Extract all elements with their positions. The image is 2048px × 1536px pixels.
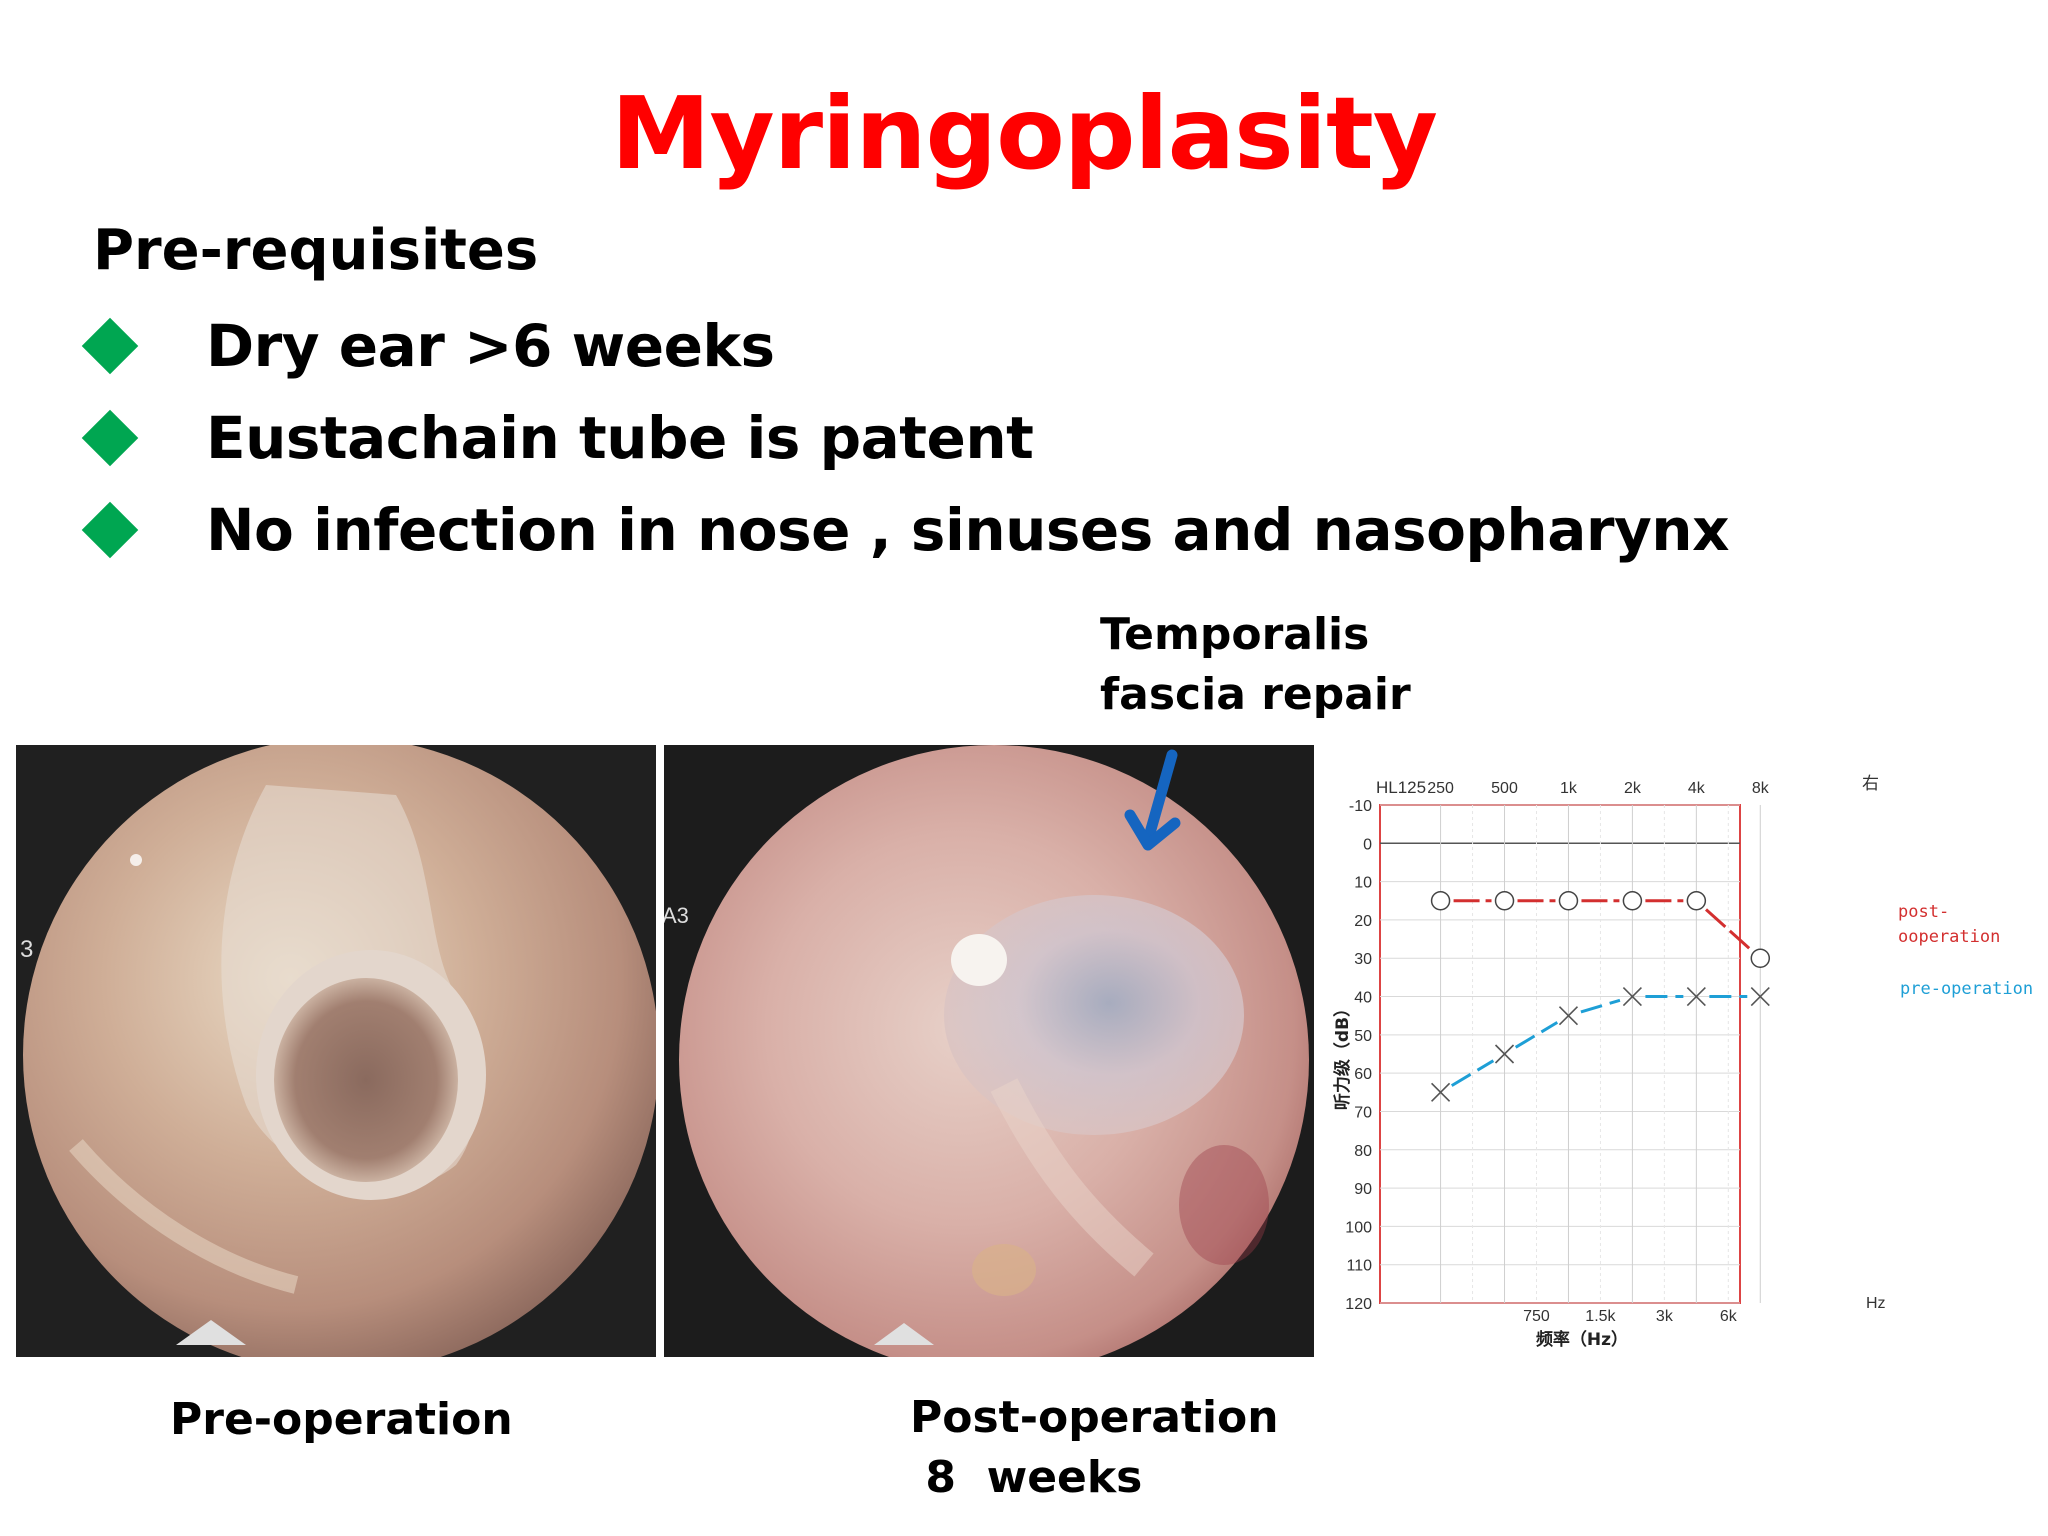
right-ear-label: 右 bbox=[1862, 774, 1879, 794]
slide-title: Myringoplasity bbox=[611, 75, 1438, 192]
legend-post-operation-line-2: ooperation bbox=[1898, 927, 2000, 947]
data-point-circle bbox=[1494, 891, 1515, 911]
legend-post-operation: post- bbox=[1898, 902, 1949, 922]
y-tick-label: -10 bbox=[1349, 798, 1372, 815]
x-top-tick-label: 2k bbox=[1624, 780, 1642, 797]
x-bottom-tick-label: 1.5k bbox=[1585, 1308, 1616, 1325]
x-top-tick-label: 8k bbox=[1752, 780, 1770, 797]
data-point-circle bbox=[1750, 948, 1771, 968]
y-tick-label: 120 bbox=[1345, 1296, 1372, 1313]
data-point-circle bbox=[1622, 891, 1643, 911]
y-axis-label: 听力级（dB） bbox=[1332, 1000, 1353, 1110]
arrow-icon bbox=[1124, 749, 1181, 851]
x-top-tick-label: 250 bbox=[1427, 780, 1454, 797]
y-tick-label: 80 bbox=[1354, 1143, 1372, 1160]
annotation-line-2: fascia repair bbox=[1100, 669, 1411, 720]
prerequisites-list: Dry ear >6 weeks Eustachain tube is pate… bbox=[80, 300, 1729, 576]
y-tick-label: 30 bbox=[1354, 951, 1372, 968]
bullet-text: No infection in nose , sinuses and nasop… bbox=[206, 496, 1729, 564]
y-tick-label: 90 bbox=[1354, 1181, 1372, 1198]
x-bottom-tick-label: 6k bbox=[1720, 1308, 1738, 1325]
data-point-cross bbox=[1622, 986, 1642, 1007]
x-axis-label: 频率（Hz） bbox=[1536, 1329, 1628, 1350]
y-tick-label: 70 bbox=[1354, 1104, 1372, 1121]
series-line-segment bbox=[1705, 908, 1752, 951]
list-item: No infection in nose , sinuses and nasop… bbox=[80, 484, 1729, 576]
data-point-cross bbox=[1750, 986, 1770, 1007]
diamond-bullet-icon bbox=[81, 317, 139, 375]
y-tick-label: 10 bbox=[1354, 875, 1372, 892]
y-tick-label: 100 bbox=[1345, 1219, 1372, 1236]
y-tick-label: 0 bbox=[1363, 836, 1372, 853]
data-point-cross bbox=[1558, 1006, 1579, 1026]
bullet-text: Dry ear >6 weeks bbox=[206, 312, 775, 380]
post-operation-caption-line-2: 8 weeks bbox=[910, 1452, 1143, 1503]
x-bottom-tick-label: 3k bbox=[1656, 1308, 1674, 1325]
y-tick-label: 40 bbox=[1354, 990, 1372, 1007]
legend-pre-operation: pre-operation bbox=[1900, 979, 2033, 999]
x-bottom-tick-label: 750 bbox=[1523, 1308, 1550, 1325]
y-tick-label: 110 bbox=[1346, 1258, 1372, 1275]
audiogram-chart: HL125 右 Hz 频率（Hz） 听力级（dB） -10 0 10 20 30 40 50… bbox=[1332, 774, 2033, 1350]
y-tick-label: 60 bbox=[1354, 1066, 1372, 1083]
data-point-circle bbox=[1430, 891, 1451, 911]
data-point-cross bbox=[1686, 986, 1706, 1007]
x-top-tick-label: 1k bbox=[1560, 780, 1578, 797]
data-point-circle bbox=[1558, 891, 1579, 911]
post-operation-photo: A3 bbox=[664, 745, 1314, 1357]
pre-operation-photo: 3 bbox=[16, 745, 656, 1357]
list-item: Eustachain tube is patent bbox=[80, 392, 1729, 484]
prerequisites-heading: Pre-requisites bbox=[93, 218, 539, 283]
bullet-text: Eustachain tube is patent bbox=[206, 404, 1034, 472]
data-point-circle bbox=[1686, 891, 1707, 911]
photo-marker: A3 bbox=[664, 903, 689, 928]
series-line-segment bbox=[1514, 1021, 1559, 1049]
plot-frame bbox=[1379, 804, 1741, 1304]
y-tick-label: 50 bbox=[1354, 1028, 1372, 1045]
photo-marker: 3 bbox=[20, 936, 33, 963]
list-item: Dry ear >6 weeks bbox=[80, 300, 1729, 392]
pre-operation-caption: Pre-operation bbox=[170, 1394, 513, 1445]
y-tick-label: 20 bbox=[1354, 913, 1372, 930]
corner-label: HL125 bbox=[1376, 778, 1426, 797]
data-point-cross bbox=[1431, 1082, 1451, 1102]
diamond-bullet-icon bbox=[81, 501, 139, 559]
x-top-tick-label: 500 bbox=[1491, 780, 1518, 797]
series-line-segment bbox=[1450, 1059, 1495, 1087]
post-operation-caption-line-1: Post-operation bbox=[910, 1392, 1279, 1443]
data-point-cross bbox=[1494, 1044, 1515, 1064]
x-top-tick-label: 4k bbox=[1688, 780, 1706, 797]
series-line-segment bbox=[1580, 998, 1621, 1014]
diamond-bullet-icon bbox=[81, 409, 139, 467]
bottom-unit-label: Hz bbox=[1866, 1295, 1886, 1312]
annotation-line-1: Temporalis bbox=[1100, 609, 1370, 660]
